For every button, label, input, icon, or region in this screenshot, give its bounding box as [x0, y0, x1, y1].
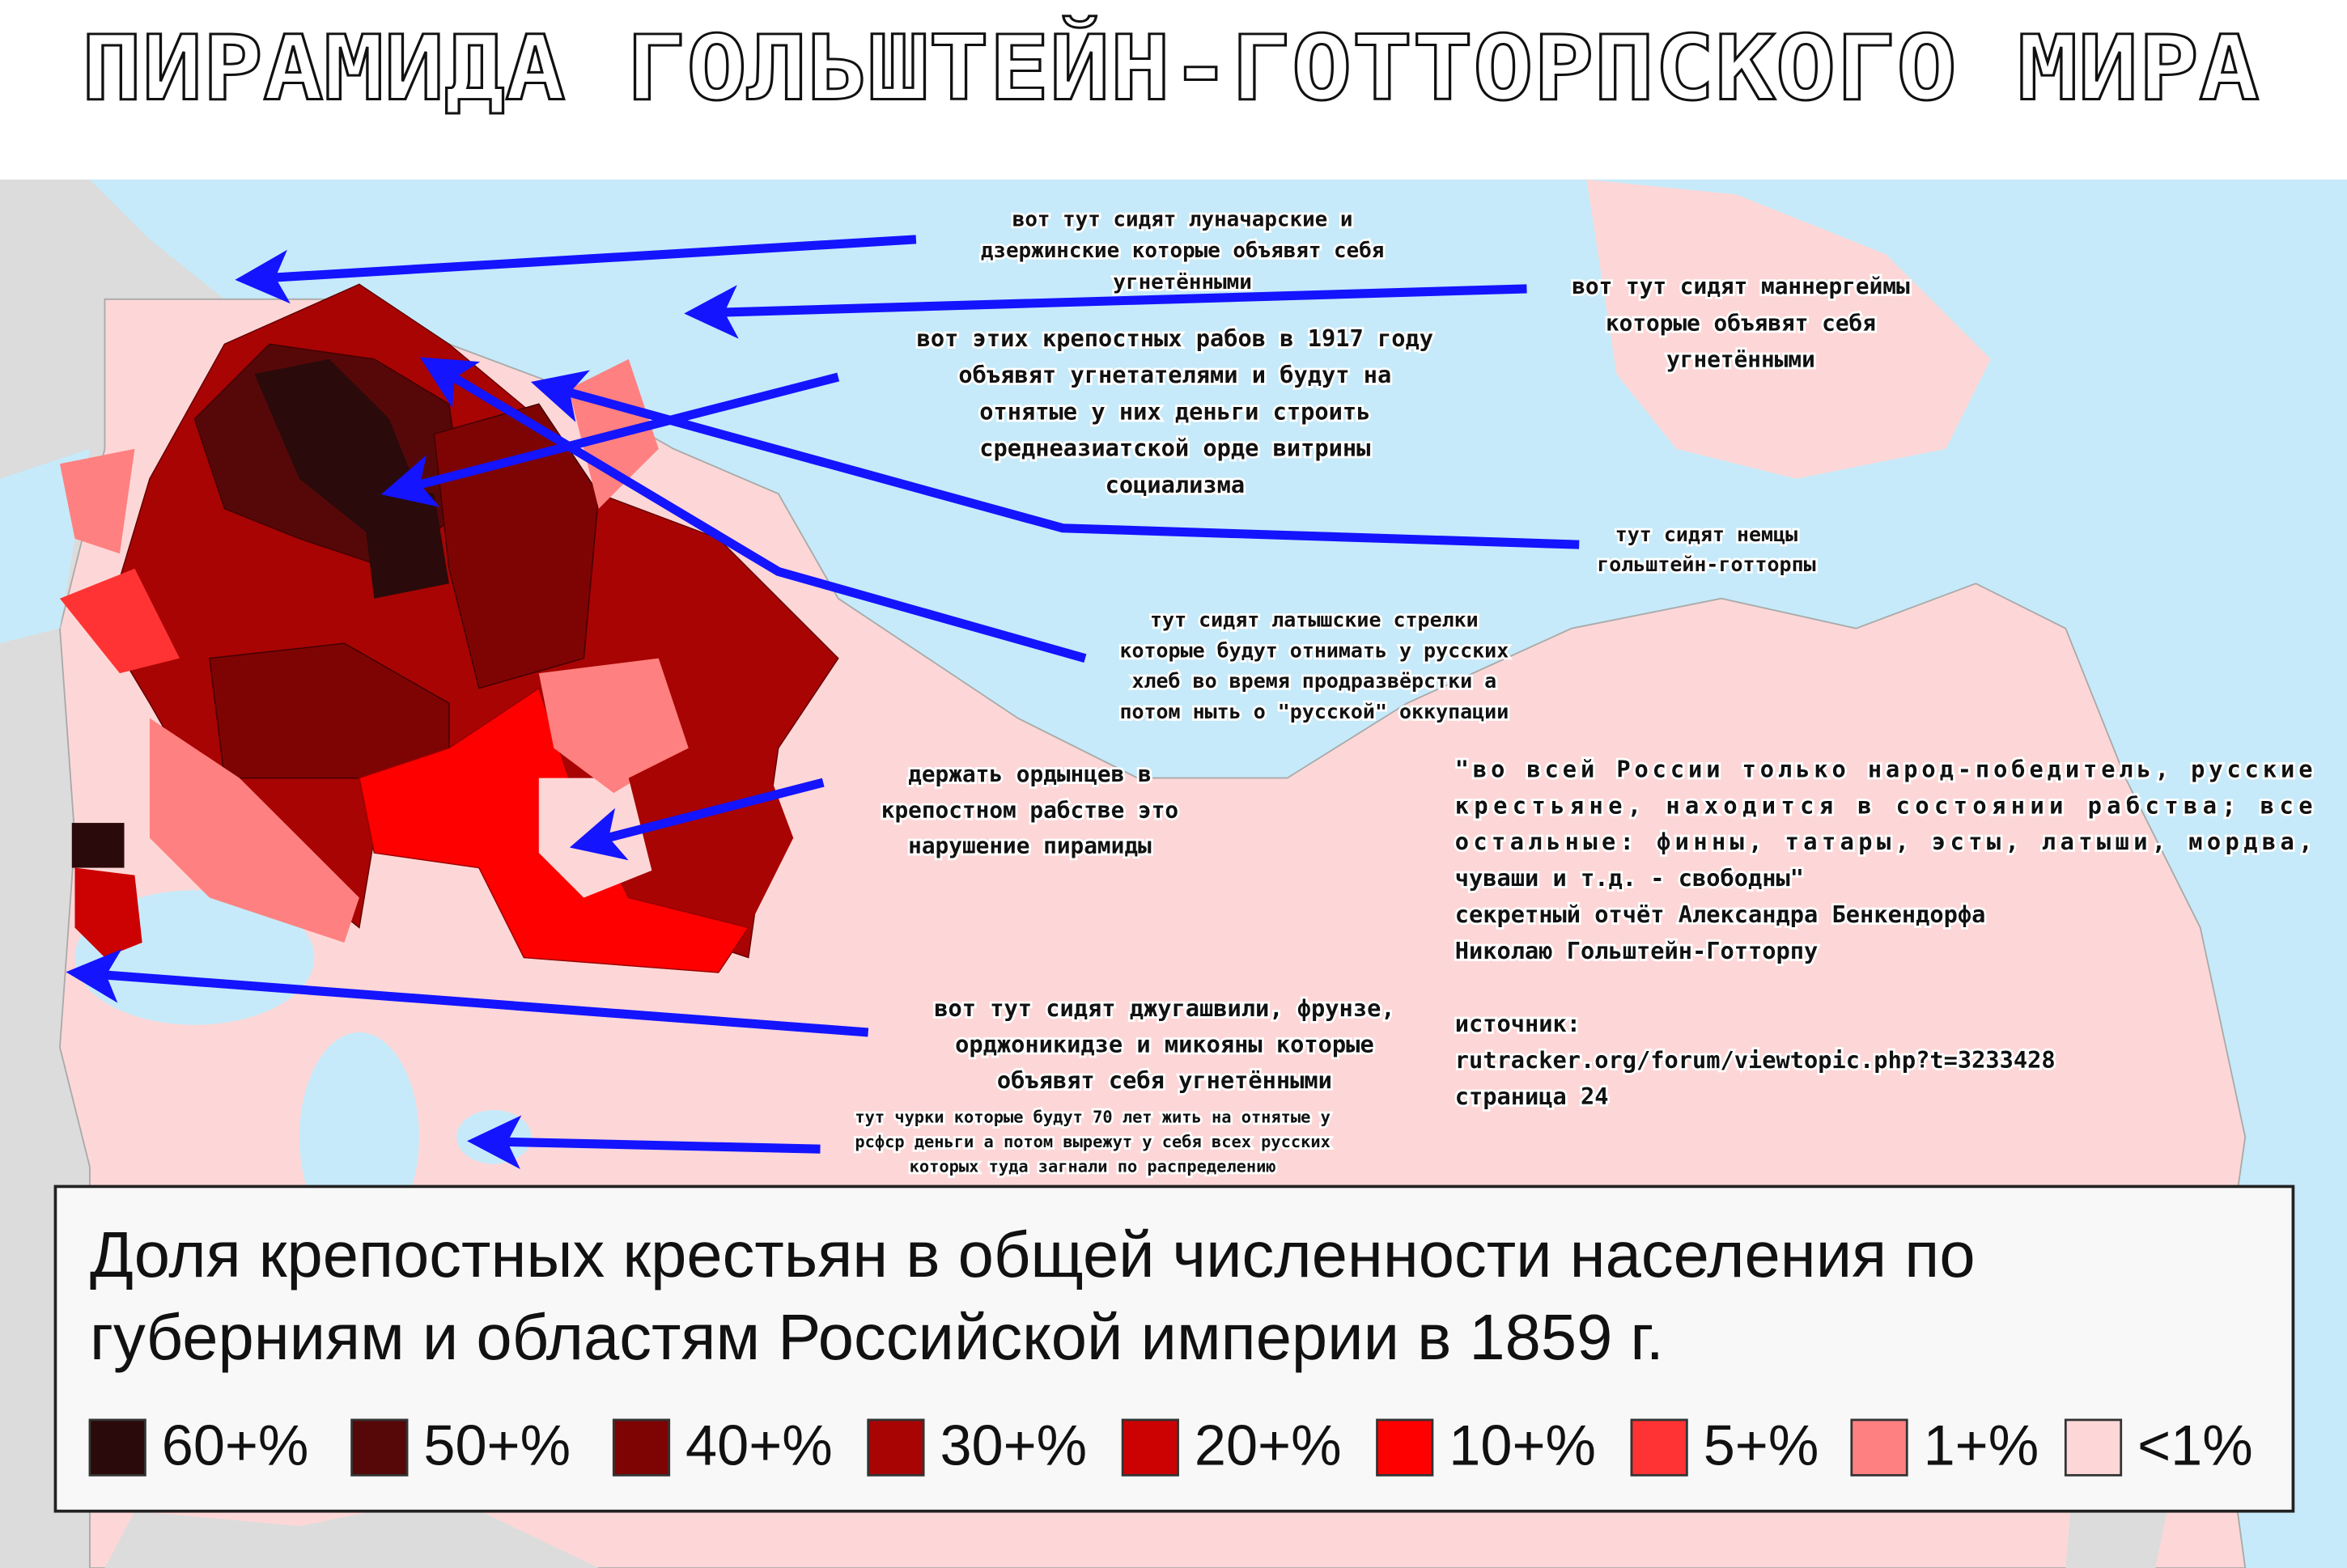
serf-region [538, 658, 689, 794]
annotation-line: объявят угнетателями и будут на [958, 361, 1391, 388]
legend-title: Доля крепостных крестьян в общей численн… [90, 1218, 1976, 1290]
annotation-line: которых туда загнали по распределению [910, 1156, 1276, 1176]
legend-label: 50+% [423, 1413, 571, 1477]
quote-line: секретный отчёт Александра Бенкендорфа [1455, 901, 1986, 928]
annotation-line: тут сидят латышские стрелки [1150, 608, 1479, 631]
legend-label: 30+% [940, 1413, 1087, 1477]
legend-label: 5+% [1704, 1413, 1819, 1477]
annotation-line: орджоникидзе и микояны которые [955, 1031, 1374, 1058]
arctic-islands [1586, 179, 1991, 479]
quote-line: крестьяне, находится в состоянии рабства… [1455, 791, 2313, 819]
quote-line: Николаю Гольштейн-Готторпу [1455, 937, 1819, 964]
annotation-line: социализма [1106, 471, 1246, 498]
serf-region [59, 448, 135, 554]
legend-title: губерниям и областям Российской империи … [90, 1301, 1664, 1373]
annotation-line: вот тут сидят маннергеймы [1572, 273, 1910, 299]
legend-swatch [612, 1418, 671, 1477]
legend-swatch [1376, 1418, 1434, 1477]
arrows [66, 235, 1580, 1170]
serf-region [74, 867, 142, 958]
annotation-line: объявят себя угнетёнными [997, 1066, 1332, 1094]
annotation-line: которые объявят себя [1606, 309, 1876, 336]
arrow [530, 370, 1580, 549]
legend-label: 40+% [685, 1413, 833, 1477]
arctic-sea [89, 179, 2347, 1568]
arrow [235, 235, 917, 304]
annotation-line: которые будут отнимать у русских [1119, 638, 1509, 662]
arrow [467, 1115, 821, 1170]
legend-label: 60+% [162, 1413, 309, 1477]
legend-label: <1% [2137, 1413, 2253, 1477]
south-land [104, 1496, 599, 1568]
serf-region [59, 568, 180, 674]
annotation-line: угнетёнными [1113, 270, 1251, 295]
annotation-line: гольштейн-готторпы [1597, 553, 1815, 576]
serf-region [628, 718, 794, 928]
legend-label: 20+% [1195, 1413, 1342, 1477]
legend-swatch [350, 1418, 409, 1477]
annotation-line: среднеазиатской орде витрины [979, 434, 1370, 462]
arrow [66, 949, 869, 1037]
header-bg [0, 0, 2347, 180]
legend-swatch [88, 1418, 146, 1477]
quote-line: чуваши и т.д. - свободны" [1455, 864, 1804, 892]
quote-line: источник: [1455, 1010, 1581, 1037]
quote-line: страница 24 [1455, 1083, 1609, 1110]
annotation-line: вот тут сидят луначарские и [1012, 207, 1353, 231]
annotation-line: рсфср деньги а потом вырежут у себя всех… [855, 1132, 1330, 1151]
aral-sea [456, 1110, 532, 1164]
annotation-line: хлеб во время продразвёрстки а [1131, 669, 1496, 693]
arrow [684, 284, 1527, 339]
annotation-line: тут сидят немцы [1615, 523, 1797, 546]
quote-line: остальные: финны, татары, эсты, латыши, … [1455, 828, 2313, 855]
annotation-line: дзержинские которые объявят себя [981, 239, 1385, 263]
map [0, 179, 2347, 1568]
legend-swatch [867, 1418, 925, 1477]
serf-region [359, 478, 449, 599]
legend-swatch [1121, 1418, 1179, 1477]
title: ПИРАМИДА ГОЛЬШТЕЙН-ГОТТОРПСКОГО МИРА [82, 16, 2260, 121]
arrow [380, 372, 840, 507]
annotation-line: потом ныть о "русской" оккупации [1119, 700, 1509, 723]
quote-line: rutracker.org/forum/viewtopic.php?t=3233… [1455, 1046, 2056, 1074]
annotation-line: вот тут сидят джугашвили, фрунзе, [934, 994, 1394, 1022]
annotation-line: вот этих крепостных рабов в 1917 году [917, 324, 1433, 352]
legend-swatch [1630, 1418, 1688, 1477]
annotation-line: отнятые у них деньги строить [979, 397, 1370, 425]
arrow [419, 357, 1087, 663]
legend-swatch [1850, 1418, 1908, 1477]
annotation-line: тут чурки которые будут 70 лет жить на о… [855, 1107, 1330, 1126]
legend-label: 1+% [1924, 1413, 2039, 1477]
serf-region [71, 823, 125, 868]
arrow [569, 778, 825, 861]
annotation-line: нарушение пирамиды [908, 833, 1152, 859]
serf-region [149, 718, 359, 943]
annotation-line: крепостном рабстве это [881, 796, 1178, 823]
annotation-line: угнетёнными [1666, 346, 1815, 373]
legend-label: 10+% [1449, 1413, 1596, 1477]
annotation-line: держать ордынцев в [908, 761, 1152, 787]
legend-swatch [2064, 1418, 2123, 1477]
